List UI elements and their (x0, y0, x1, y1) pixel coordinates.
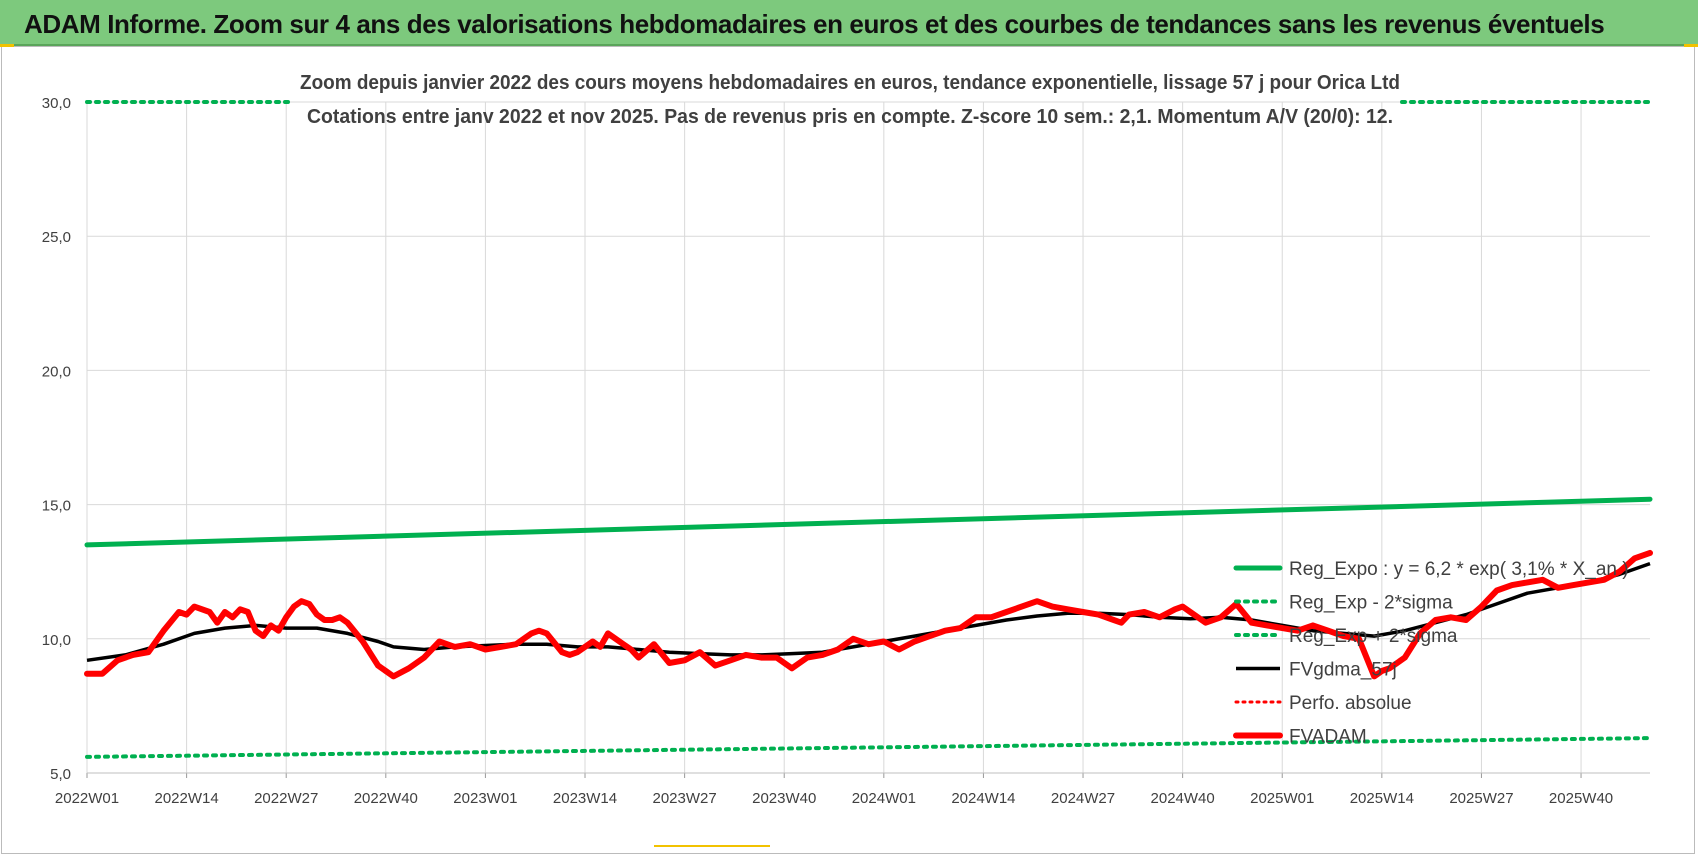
series-line-0 (84, 496, 1653, 548)
x-tick-label: 2023W14 (553, 790, 617, 807)
x-tick-label: 2023W01 (453, 790, 517, 807)
chart-title-line1: Zoom depuis janvier 2022 des cours moyen… (300, 72, 1400, 94)
legend-label: FVADAM (1289, 727, 1367, 748)
banner: ADAM Informe. Zoom sur 4 ans des valoris… (0, 0, 1698, 46)
frame-corner-marker (0, 44, 14, 47)
legend-label: Reg_Exp + 2*sigma (1289, 626, 1458, 647)
series-lines (84, 100, 1653, 759)
y-tick-label: 5,0 (50, 766, 71, 783)
legend-label: Reg_Expo : y = 6,2 * exp( 3,1% * X_an ) (1289, 559, 1629, 580)
x-tick-label: 2025W27 (1449, 790, 1513, 807)
legend-label: Reg_Exp - 2*sigma (1289, 593, 1453, 614)
frame-corner-marker (1684, 44, 1698, 47)
banner-title: ADAM Informe. Zoom sur 4 ans des valoris… (24, 9, 1605, 39)
legend: Reg_Expo : y = 6,2 * exp( 3,1% * X_an ) R… (1233, 559, 1629, 748)
x-tick-label: 2024W01 (852, 790, 916, 807)
series-line-5 (84, 549, 1653, 680)
y-tick-label: 15,0 (42, 498, 71, 515)
y-tick-label: 25,0 (42, 229, 71, 246)
chart-frame (1, 46, 1695, 854)
x-tick-label: 2022W27 (254, 790, 318, 807)
x-tick-label: 2022W01 (55, 790, 119, 807)
x-tick-label: 2024W14 (951, 790, 1015, 807)
y-tick-labels: 5,0 10,0 15,0 20,0 25,0 30,0 (42, 95, 71, 783)
x-tick-label: 2024W40 (1151, 790, 1215, 807)
y-tick-label: 30,0 (42, 95, 71, 112)
x-tick-label: 2022W40 (354, 790, 418, 807)
x-tick-label: 2025W01 (1250, 790, 1314, 807)
frame-bottom-marker (654, 845, 770, 847)
y-tick-label: 10,0 (42, 632, 71, 649)
x-tick-label: 2023W40 (752, 790, 816, 807)
legend-label: FVgdma_57j (1289, 660, 1397, 681)
chart-title-line2: Cotations entre janv 2022 et nov 2025. P… (307, 106, 1393, 128)
x-tick-labels: 2022W01 2022W14 2022W27 2022W40 2023W01 2023W… (55, 790, 1613, 807)
legend-label: Perfo. absolue (1289, 693, 1412, 714)
series-line-1 (85, 736, 1652, 759)
gridlines (86, 101, 1650, 778)
x-tick-label: 2022W14 (154, 790, 218, 807)
x-tick-label: 2024W27 (1051, 790, 1115, 807)
x-tick-label: 2023W27 (653, 790, 717, 807)
x-tick-label: 2025W40 (1549, 790, 1613, 807)
y-tick-label: 20,0 (42, 363, 71, 380)
x-tick-label: 2025W14 (1350, 790, 1414, 807)
